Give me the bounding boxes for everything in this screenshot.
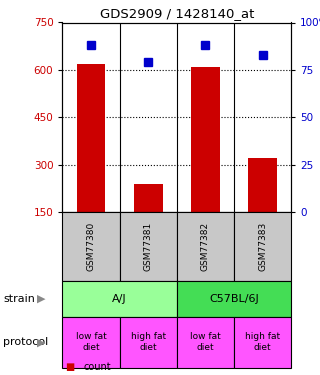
- Text: ■: ■: [66, 362, 75, 372]
- Text: ▶: ▶: [37, 294, 46, 304]
- Text: GSM77382: GSM77382: [201, 222, 210, 271]
- Title: GDS2909 / 1428140_at: GDS2909 / 1428140_at: [100, 7, 254, 20]
- Bar: [134, 184, 163, 212]
- Bar: [191, 68, 220, 212]
- Text: low fat
diet: low fat diet: [76, 333, 106, 352]
- Text: count: count: [83, 362, 111, 372]
- Text: C57BL/6J: C57BL/6J: [209, 294, 259, 304]
- Bar: [77, 63, 105, 212]
- Text: high fat
diet: high fat diet: [131, 333, 166, 352]
- Text: protocol: protocol: [3, 337, 48, 347]
- Text: A/J: A/J: [112, 294, 127, 304]
- Text: GSM77383: GSM77383: [258, 222, 267, 271]
- Bar: [248, 158, 277, 212]
- Text: high fat
diet: high fat diet: [245, 333, 280, 352]
- Text: strain: strain: [3, 294, 35, 304]
- Text: ▶: ▶: [37, 337, 46, 347]
- Text: GSM77381: GSM77381: [144, 222, 153, 271]
- Text: low fat
diet: low fat diet: [190, 333, 221, 352]
- Text: GSM77380: GSM77380: [86, 222, 95, 271]
